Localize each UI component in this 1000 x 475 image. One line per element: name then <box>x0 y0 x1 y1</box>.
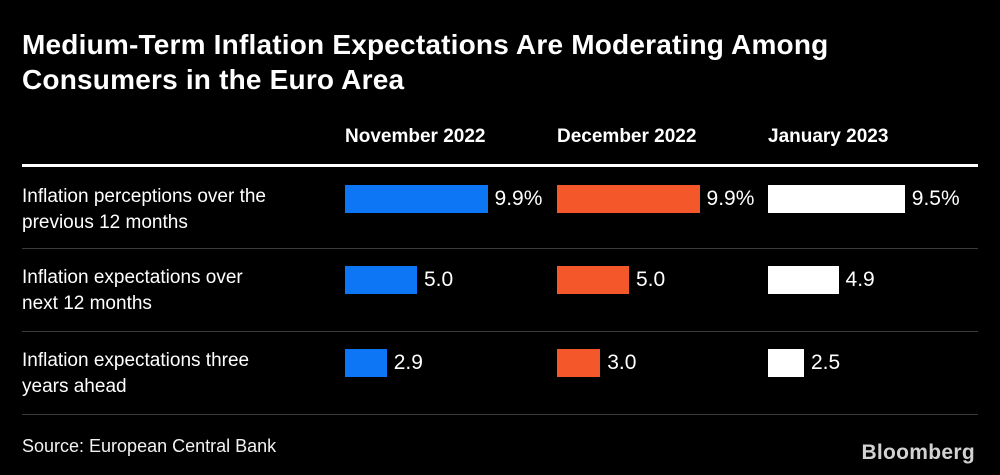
bar-cell: 9.9% <box>557 184 754 214</box>
table-row-inflation-perceptions: Inflation perceptions over the previous … <box>22 168 978 249</box>
bar-value-label: 9.9% <box>706 187 755 210</box>
bar-november <box>345 349 387 377</box>
bar-value-label: 5.0 <box>424 268 454 291</box>
bar-cell: 2.9 <box>345 348 423 378</box>
bloomberg-logo: Bloomberg <box>861 441 975 464</box>
bar-cell: 2.5 <box>768 348 840 378</box>
source-note: Source: European Central Bank <box>22 436 277 456</box>
table-row-expectations-12-months: Inflation expectations over next 12 mont… <box>22 249 978 332</box>
bar-value-label: 3.0 <box>607 351 637 374</box>
bar-cell: 9.9% <box>345 184 542 214</box>
column-header-december-2022: December 2022 <box>557 126 697 147</box>
column-header-november-2022: November 2022 <box>345 126 486 147</box>
bar-cell: 5.0 <box>557 265 665 295</box>
bar-value-label: 9.9% <box>494 187 543 210</box>
column-header-january-2023: January 2023 <box>768 126 889 147</box>
bar-january <box>768 185 905 213</box>
bar-cell: 4.9 <box>768 265 875 295</box>
row-label: Inflation perceptions over the previous … <box>22 186 266 233</box>
bar-january <box>768 349 804 377</box>
header-divider-rule <box>22 164 978 167</box>
bar-value-label: 2.9 <box>393 351 423 374</box>
bar-value-label: 2.5 <box>811 351 841 374</box>
bar-cell: 3.0 <box>557 348 636 378</box>
bar-november <box>345 185 488 213</box>
chart-title: Medium-Term Inflation Expectations Are M… <box>22 29 829 95</box>
bar-december <box>557 185 700 213</box>
row-label: Inflation expectations over next 12 mont… <box>22 267 243 314</box>
bar-november <box>345 266 417 294</box>
bar-value-label: 4.9 <box>845 268 875 291</box>
bar-value-label: 5.0 <box>636 268 666 291</box>
bar-january <box>768 266 839 294</box>
bar-december <box>557 349 601 377</box>
bar-value-label: 9.5% <box>911 187 960 210</box>
bar-cell: 5.0 <box>345 265 453 295</box>
row-label: Inflation expectations three years ahead <box>22 350 250 397</box>
bar-december <box>557 266 629 294</box>
bar-cell: 9.5% <box>768 184 960 214</box>
table-row-expectations-three-years: Inflation expectations three years ahead… <box>22 332 978 415</box>
